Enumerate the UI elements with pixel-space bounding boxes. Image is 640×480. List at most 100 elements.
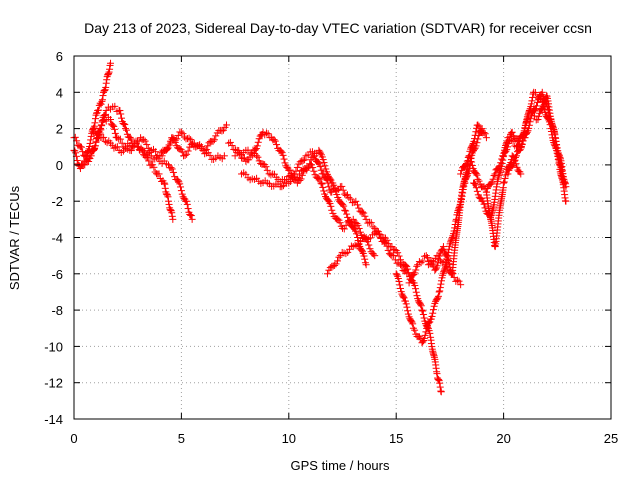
interpolated-point [177, 183, 185, 191]
interpolated-point [273, 141, 281, 149]
interpolated-point [505, 136, 513, 144]
interpolated-point [404, 265, 412, 273]
interpolated-point [475, 177, 483, 185]
interpolated-point [110, 122, 118, 130]
interpolated-point [320, 187, 328, 195]
interpolated-point [219, 126, 227, 134]
interpolated-point [539, 104, 547, 112]
data-point [188, 215, 196, 223]
interpolated-point [186, 210, 194, 218]
interpolated-point [339, 186, 347, 194]
interpolated-point [338, 182, 346, 190]
interpolated-point [421, 331, 429, 339]
y-tick-label: 0 [56, 158, 63, 173]
interpolated-point [284, 173, 292, 181]
data-point [328, 188, 336, 196]
interpolated-point [165, 200, 173, 208]
interpolated-point [545, 112, 553, 120]
x-axis-label: GPS time / hours [291, 458, 390, 473]
interpolated-point [488, 178, 496, 186]
y-tick-label: 4 [56, 85, 63, 100]
interpolated-point [85, 158, 93, 166]
interpolated-point [303, 166, 311, 174]
y-axis-label: SDTVAR / TECUs [7, 185, 22, 290]
data-point [328, 206, 336, 214]
interpolated-point [90, 145, 98, 153]
interpolated-point [468, 158, 476, 166]
interpolated-point [461, 162, 469, 170]
interpolated-point [90, 124, 98, 132]
y-tick-label: 6 [56, 49, 63, 64]
data-point [508, 128, 516, 136]
interpolated-point [517, 144, 525, 152]
interpolated-point [531, 106, 539, 114]
data-point [424, 261, 432, 269]
interpolated-point [541, 97, 549, 105]
data-point [457, 170, 465, 178]
interpolated-point [127, 135, 135, 143]
interpolated-point [436, 379, 444, 387]
interpolated-point [360, 252, 368, 260]
interpolated-point [204, 142, 212, 150]
interpolated-point [102, 83, 110, 91]
interpolated-point [430, 257, 438, 265]
interpolated-point [394, 249, 402, 257]
interpolated-point [417, 300, 425, 308]
interpolated-point [339, 201, 347, 209]
interpolated-point [415, 258, 423, 266]
interpolated-point [403, 303, 411, 311]
interpolated-point [504, 140, 512, 148]
data-point [122, 125, 130, 133]
interpolated-point [315, 175, 323, 183]
interpolated-point [155, 170, 163, 178]
data-point [220, 152, 228, 160]
interpolated-point [369, 223, 377, 231]
data-point [512, 152, 520, 160]
interpolated-point [353, 220, 361, 228]
interpolated-point [324, 196, 332, 204]
interpolated-point [143, 141, 151, 149]
interpolated-point [436, 383, 444, 391]
data-point [521, 134, 529, 142]
interpolated-point [168, 209, 176, 217]
interpolated-point [174, 177, 182, 185]
interpolated-point [111, 129, 119, 137]
interpolated-point [162, 146, 170, 154]
x-tick-label: 20 [496, 431, 510, 446]
interpolated-point [167, 164, 175, 172]
data-point [98, 97, 106, 105]
interpolated-point [419, 257, 427, 265]
interpolated-point [322, 165, 330, 173]
data-point [89, 128, 97, 136]
data-point [442, 261, 450, 269]
data-point [177, 128, 185, 136]
interpolated-point [326, 264, 334, 272]
interpolated-point [86, 139, 94, 147]
interpolated-point [332, 260, 340, 268]
interpolated-point [542, 98, 550, 106]
data-point [156, 152, 164, 160]
interpolated-point [278, 183, 286, 191]
interpolated-point [316, 148, 324, 156]
interpolated-point [120, 120, 128, 128]
interpolated-point [412, 266, 420, 274]
interpolated-point [501, 174, 509, 182]
interpolated-point [325, 183, 333, 191]
interpolated-point [267, 171, 275, 179]
interpolated-point [179, 130, 187, 138]
interpolated-point [93, 130, 101, 138]
interpolated-point [347, 195, 355, 203]
interpolated-point [420, 314, 428, 322]
data-point [362, 261, 370, 269]
interpolated-point [87, 136, 95, 144]
interpolated-point [169, 168, 177, 176]
interpolated-point [94, 106, 102, 114]
data-point [491, 170, 499, 178]
data-point [433, 370, 441, 378]
interpolated-point [387, 251, 395, 259]
interpolated-point [140, 136, 148, 144]
interpolated-point [365, 241, 373, 249]
interpolated-point [332, 187, 340, 195]
interpolated-point [366, 245, 374, 253]
